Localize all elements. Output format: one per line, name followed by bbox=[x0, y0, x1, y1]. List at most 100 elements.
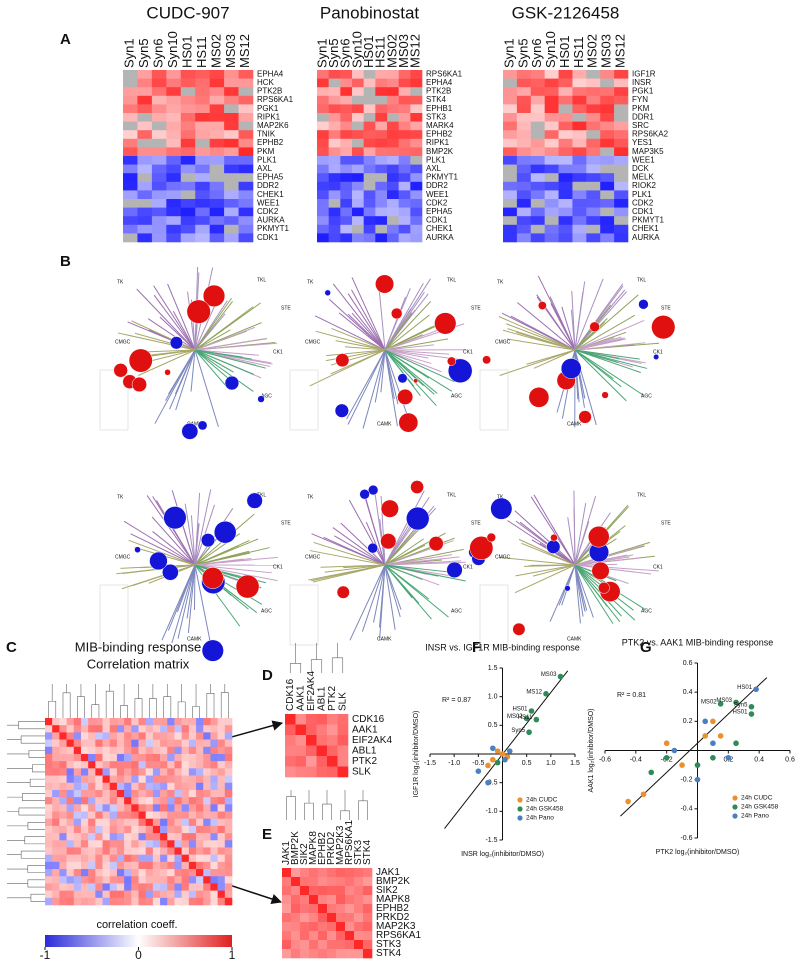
point-label: MS02 bbox=[701, 699, 717, 705]
matrix-cell bbox=[167, 768, 174, 775]
heatmap-cell bbox=[123, 130, 138, 139]
row-label: CDK16 bbox=[352, 714, 385, 725]
heatmap-cell bbox=[152, 139, 167, 148]
matrix-cell bbox=[336, 949, 345, 958]
heatmap-cell bbox=[195, 165, 210, 174]
heatmap-cell bbox=[399, 165, 411, 174]
matrix-cell bbox=[45, 891, 52, 898]
column-label: AAK1 bbox=[295, 685, 306, 711]
matrix-cell bbox=[146, 840, 153, 847]
matrix-cell bbox=[67, 898, 74, 905]
heatmap-cell bbox=[387, 139, 399, 148]
matrix-cell bbox=[139, 891, 146, 898]
point-label: MS03 bbox=[541, 672, 557, 678]
matrix-cell bbox=[203, 768, 210, 775]
heatmap-cell bbox=[600, 79, 614, 88]
kinome-group: TK bbox=[117, 494, 124, 500]
matrix-cell bbox=[167, 740, 174, 747]
kinome-group: TK bbox=[497, 279, 504, 285]
heatmap-cell bbox=[614, 113, 628, 122]
heatmap-cell bbox=[387, 208, 399, 217]
kinome-node bbox=[434, 313, 456, 335]
matrix-cell bbox=[146, 804, 153, 811]
matrix-cell bbox=[296, 735, 307, 746]
matrix-cell bbox=[338, 725, 349, 736]
heatmap-cell bbox=[375, 182, 387, 191]
heatmap-cell bbox=[181, 122, 196, 131]
column-label: Syn10 bbox=[543, 31, 558, 68]
matrix-cell bbox=[95, 898, 102, 905]
heatmap-cell bbox=[387, 79, 399, 88]
matrix-cell bbox=[363, 949, 372, 958]
matrix-cell bbox=[225, 754, 232, 761]
matrix-cell bbox=[146, 855, 153, 862]
heatmap-cell bbox=[586, 122, 600, 131]
heatmap-cell bbox=[329, 147, 341, 156]
matrix-cell bbox=[117, 855, 124, 862]
matrix-cell bbox=[52, 776, 59, 783]
heatmap-cell bbox=[152, 87, 167, 96]
kinome-node bbox=[380, 533, 396, 549]
row-label: SLK bbox=[352, 766, 371, 777]
heatmap-cell bbox=[531, 182, 545, 191]
matrix-cell bbox=[327, 877, 336, 886]
matrix-cell bbox=[88, 833, 95, 840]
matrix-cell bbox=[182, 732, 189, 739]
matrix-cell bbox=[210, 804, 217, 811]
matrix-cell bbox=[124, 754, 131, 761]
matrix-cell bbox=[74, 898, 81, 905]
heatmap-cell bbox=[600, 96, 614, 105]
matrix-cell bbox=[52, 826, 59, 833]
heatmap-cell bbox=[195, 87, 210, 96]
matrix-cell bbox=[59, 776, 66, 783]
heatmap-cell bbox=[239, 233, 254, 242]
matrix-cell bbox=[74, 804, 81, 811]
matrix-cell bbox=[110, 869, 117, 876]
column-label: Syn6 bbox=[529, 38, 544, 68]
matrix-cell bbox=[52, 812, 59, 819]
matrix-cell bbox=[160, 840, 167, 847]
heatmap-cell bbox=[224, 147, 239, 156]
matrix-cell bbox=[318, 922, 327, 931]
matrix-cell bbox=[131, 776, 138, 783]
x-tick-label: -1.0 bbox=[448, 760, 460, 767]
matrix-cell bbox=[52, 898, 59, 905]
matrix-cell bbox=[167, 826, 174, 833]
matrix-cell bbox=[354, 913, 363, 922]
matrix-cell bbox=[218, 732, 225, 739]
matrix-cell bbox=[131, 819, 138, 826]
matrix-cell bbox=[74, 812, 81, 819]
matrix-cell bbox=[363, 913, 372, 922]
matrix-cell bbox=[218, 826, 225, 833]
matrix-cell bbox=[282, 940, 291, 949]
matrix-cell bbox=[52, 883, 59, 890]
heatmap-cell bbox=[224, 182, 239, 191]
matrix-cell bbox=[203, 876, 210, 883]
heatmap-cell bbox=[152, 190, 167, 199]
heatmap-cell bbox=[410, 190, 422, 199]
matrix-cell bbox=[88, 891, 95, 898]
heatmap-cell bbox=[364, 233, 376, 242]
matrix-cell bbox=[110, 783, 117, 790]
heatmap-cell bbox=[614, 173, 628, 182]
matrix-cell bbox=[203, 847, 210, 854]
heatmap-cell bbox=[364, 165, 376, 174]
matrix-cell bbox=[131, 883, 138, 890]
kinome-branch bbox=[550, 565, 575, 622]
matrix-cell bbox=[117, 862, 124, 869]
heatmap-cell bbox=[329, 173, 341, 182]
matrix-cell bbox=[131, 740, 138, 747]
y-axis-label: IGF1R log₂(inhibitor/DMSO) bbox=[413, 711, 420, 798]
matrix-cell bbox=[81, 725, 88, 732]
matrix-cell bbox=[291, 868, 300, 877]
matrix-cell bbox=[291, 886, 300, 895]
matrix-cell bbox=[95, 732, 102, 739]
heatmap-cell bbox=[600, 208, 614, 217]
matrix-cell bbox=[210, 725, 217, 732]
heatmap-cell bbox=[352, 225, 364, 234]
matrix-cell bbox=[160, 725, 167, 732]
heatmap-cell bbox=[340, 104, 352, 113]
heatmap-cell bbox=[399, 147, 411, 156]
matrix-cell bbox=[131, 855, 138, 862]
heatmap-cell bbox=[340, 96, 352, 105]
